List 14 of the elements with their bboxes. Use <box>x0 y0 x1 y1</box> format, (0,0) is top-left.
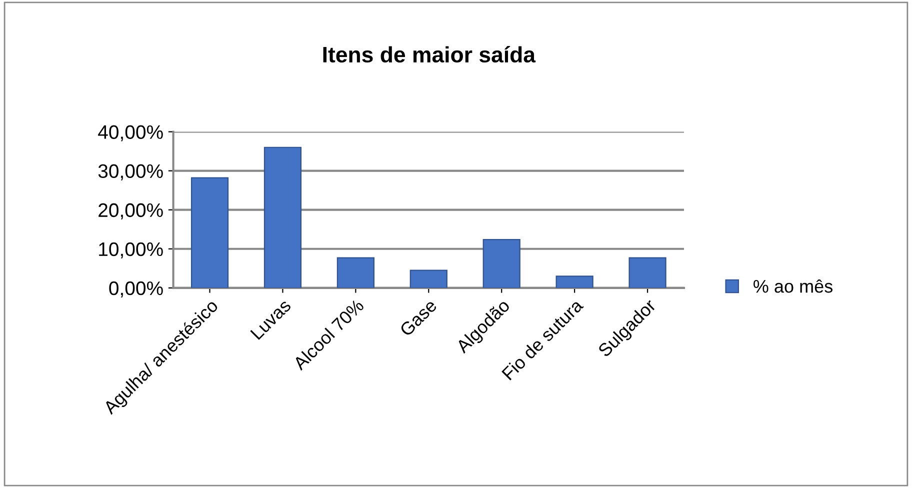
bar <box>264 146 302 288</box>
bar <box>336 257 374 288</box>
bar <box>556 276 594 288</box>
bar <box>482 238 520 288</box>
legend-label: % ao mês <box>754 279 832 293</box>
y-tick-label: 40,00% <box>98 125 163 142</box>
y-tick-label: 20,00% <box>98 203 163 220</box>
chart-title: Itens de maior saída <box>323 46 536 63</box>
y-tick-label: 30,00% <box>98 164 163 180</box>
bar <box>628 257 666 288</box>
bar <box>190 177 229 288</box>
bar <box>410 270 448 288</box>
y-tick-label: 10,00% <box>99 242 163 258</box>
y-tick-label: 0,00% <box>109 281 163 298</box>
